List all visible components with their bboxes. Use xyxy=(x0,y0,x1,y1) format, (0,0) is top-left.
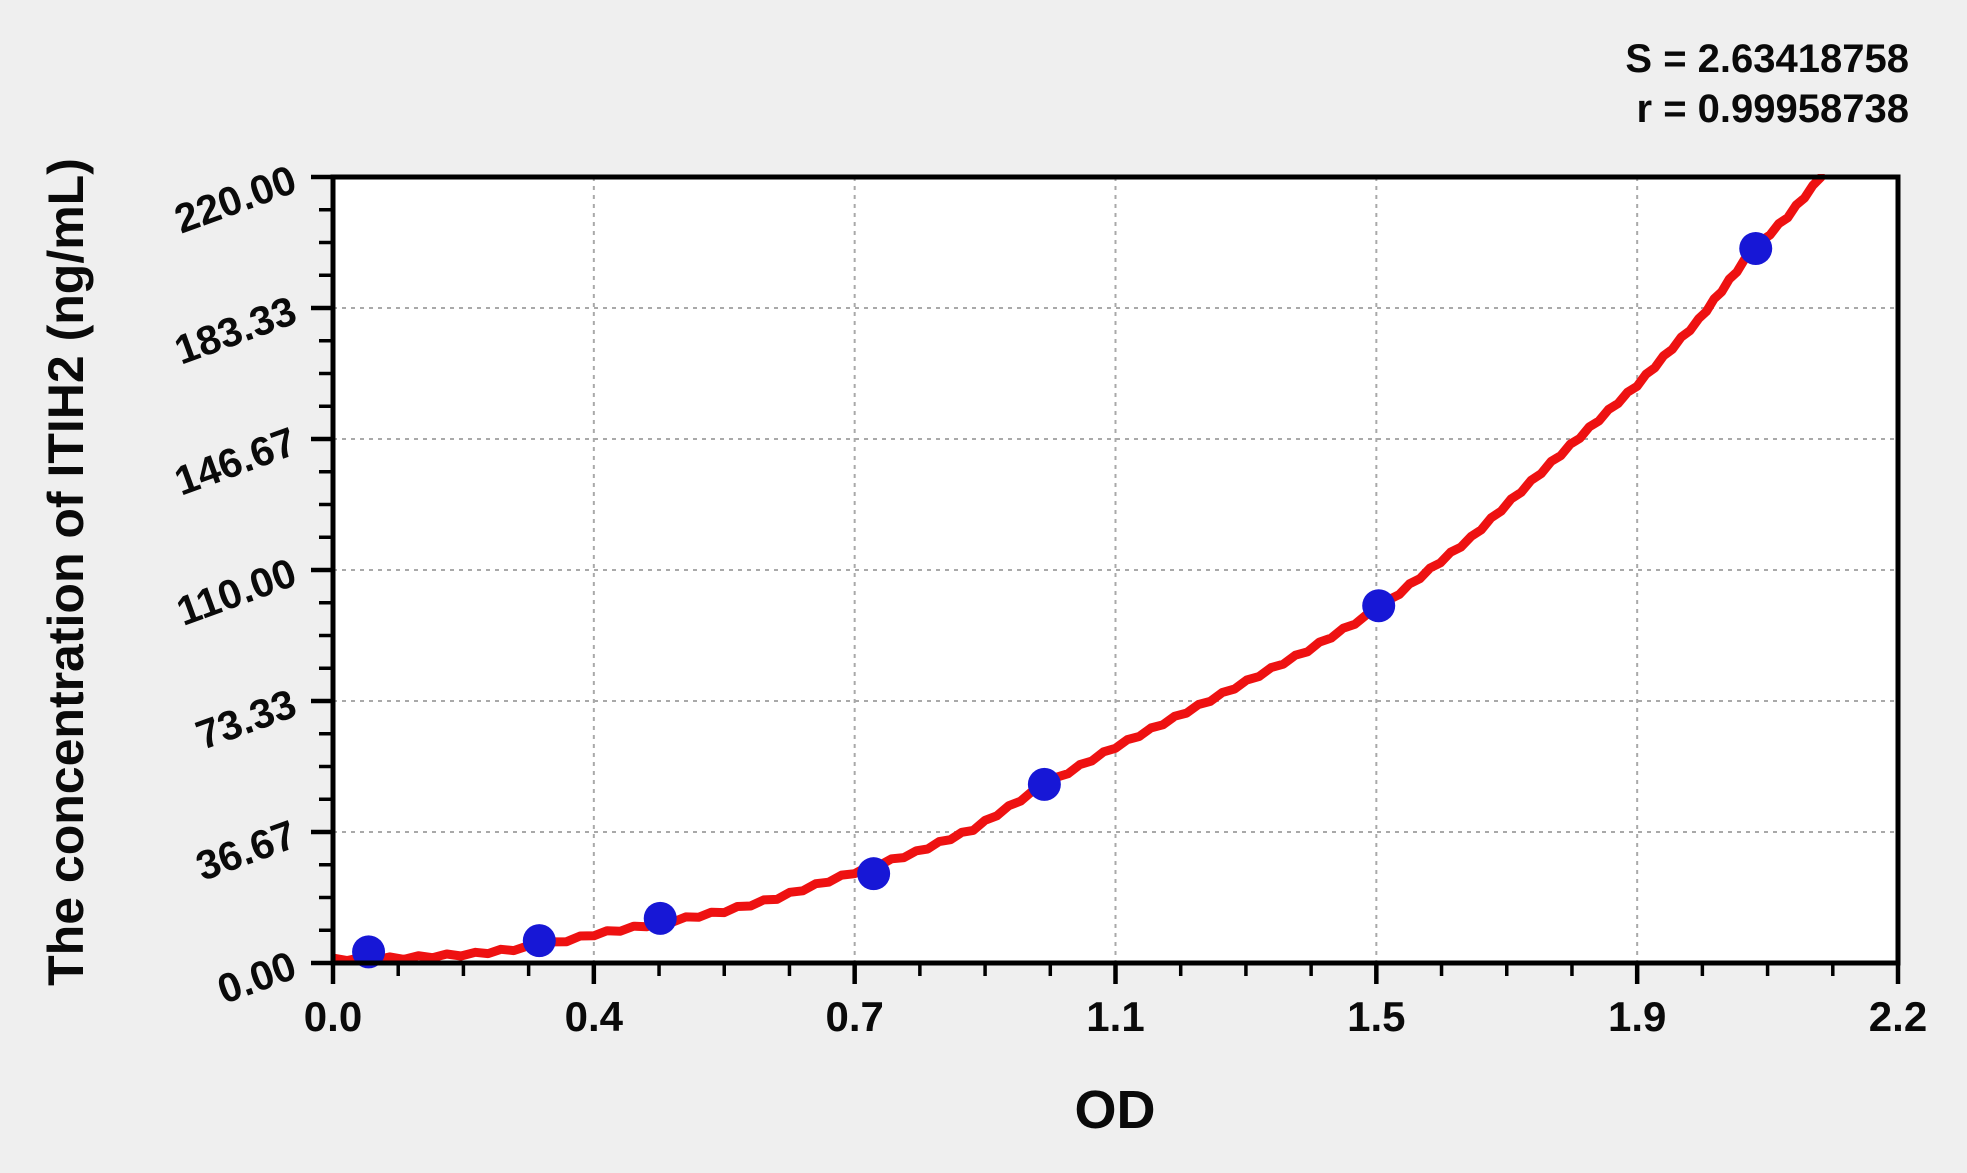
data-point xyxy=(352,935,386,969)
data-point xyxy=(1739,231,1773,265)
plot-background xyxy=(333,177,1898,963)
x-axis-tick-label: 0.4 xyxy=(565,993,624,1040)
x-axis-tick-label: 0.7 xyxy=(825,993,883,1040)
data-point xyxy=(1362,589,1396,623)
stat-s-value: S = 2.63418758 xyxy=(1625,37,1909,81)
x-axis-tick-label: 0.0 xyxy=(304,993,362,1040)
y-axis-tick-label: 146.67 xyxy=(169,418,303,504)
y-axis-tick-label: 220.00 xyxy=(169,156,303,242)
y-axis-tick-label: 110.00 xyxy=(171,549,302,634)
data-point xyxy=(643,901,677,935)
x-axis-tick-label: 1.1 xyxy=(1086,993,1144,1040)
x-axis-title: OD xyxy=(1074,1080,1156,1140)
data-point xyxy=(1027,767,1061,801)
fit-statistics: S = 2.63418758 r = 0.99958738 xyxy=(1625,34,1909,134)
x-axis-tick-label: 2.2 xyxy=(1869,993,1927,1040)
data-point xyxy=(522,924,556,958)
y-axis-tick-label: 183.33 xyxy=(169,287,303,373)
data-point xyxy=(857,857,891,891)
x-axis-tick-label: 1.9 xyxy=(1608,993,1666,1040)
y-axis-tick-label: 73.33 xyxy=(190,680,302,758)
y-axis-tick-label: 36.67 xyxy=(190,811,302,889)
y-axis-tick-label: 0.00 xyxy=(211,942,302,1013)
fit-curve xyxy=(333,174,1826,965)
stat-r-value: r = 0.99958738 xyxy=(1636,87,1909,131)
x-axis-tick-label: 1.5 xyxy=(1347,993,1405,1040)
